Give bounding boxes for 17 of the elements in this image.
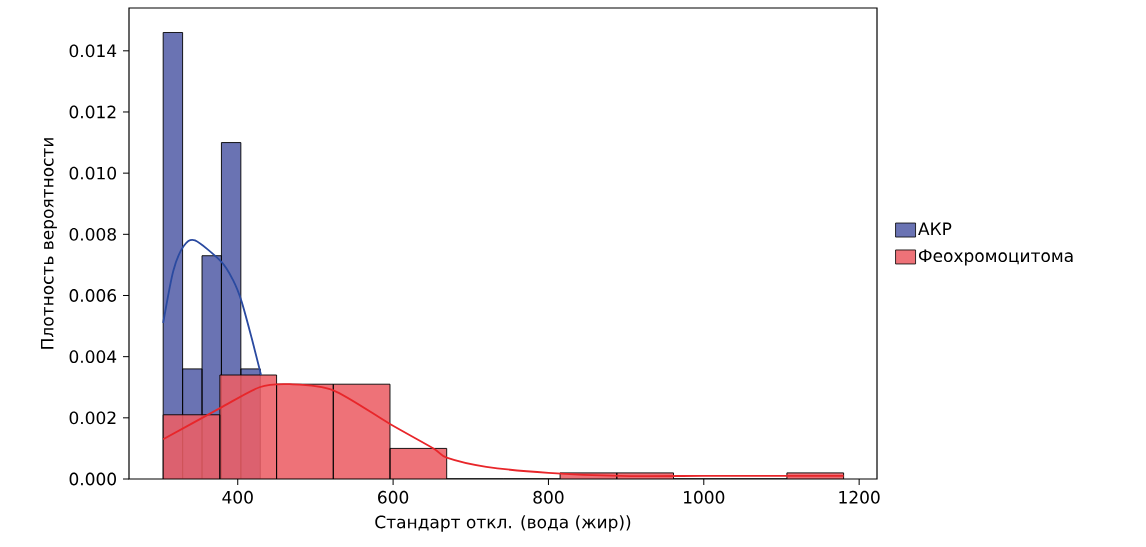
y-axis-title: Плотность вероятности	[41, 138, 57, 349]
y-tick-label: 0.002	[69, 411, 116, 425]
x-tick-label: 1200	[839, 490, 880, 504]
y-tick-label: 0.006	[69, 289, 117, 302]
x-tick-label: 800	[533, 490, 564, 504]
y-tick-label: 0.004	[69, 350, 117, 364]
x-tick-label: 600	[378, 490, 409, 504]
x-tick-label: 400	[222, 490, 253, 504]
y-tick-label: 0.008	[69, 227, 116, 241]
y-tick-label: 0.010	[69, 166, 116, 180]
legend-label: АКР	[918, 222, 952, 235]
x-tick-label: 1000	[684, 490, 725, 504]
y-tick-label: 0.000	[69, 472, 116, 486]
y-tick-label: 0.014	[69, 44, 117, 58]
y-tick-label: 0.012	[69, 105, 116, 119]
x-axis-title: Стандарт откл. (вода (жир))	[375, 515, 631, 532]
legend-label: Феохромоцитома	[918, 249, 1073, 266]
